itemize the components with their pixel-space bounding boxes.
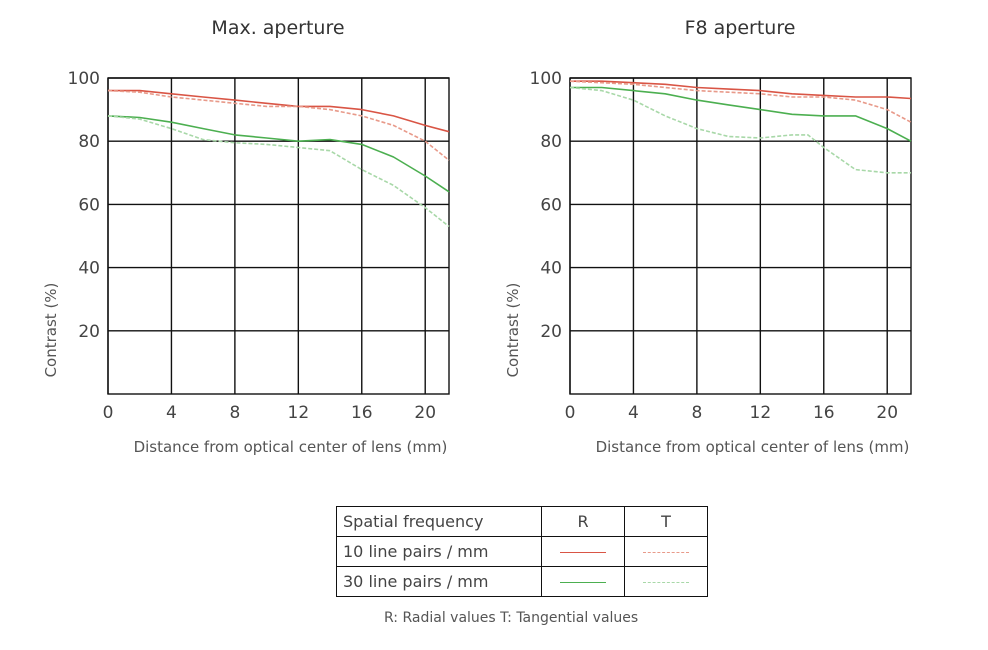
x-tick-label: 12 (288, 403, 310, 423)
series-line-radial-10 (108, 89, 450, 133)
x-axis-label: Distance from optical center of lens (mm… (134, 438, 448, 456)
series-line-tangential-30 (569, 86, 911, 174)
legend-header: Spatial frequency (336, 506, 542, 537)
y-axis-label: Contrast (%) (504, 283, 522, 378)
chart-panel-1: Max. aperture 20 40 60 80 100 0 4 8 12 16 20 Distanc… (42, 17, 450, 456)
y-tick-label: 20 (540, 322, 562, 342)
y-axis-label: Contrast (%) (42, 283, 60, 378)
legend-row-30: 30 line pairs / mm (336, 566, 542, 597)
chart-panel-2: F8 aperture 20 40 60 80 100 0 4 8 12 16 20 Distance … (504, 17, 912, 456)
y-tick-label: 80 (78, 132, 100, 152)
y-tick-label: 100 (68, 69, 100, 89)
legend-col-t: T (624, 506, 708, 537)
x-tick-label: 12 (750, 403, 772, 423)
legend-table: Spatial frequency R T 10 line pairs / mm… (336, 506, 708, 597)
series-line-radial-10 (570, 80, 912, 100)
x-tick-label: 8 (229, 403, 240, 423)
chart-title: F8 aperture (685, 17, 796, 39)
y-tick-label: 20 (78, 322, 100, 342)
series-line-radial-30 (107, 115, 450, 193)
x-tick-label: 0 (565, 403, 576, 423)
x-tick-label: 20 (876, 403, 898, 423)
legend-note: R: Radial values T: Tangential values (384, 610, 639, 626)
y-tick-label: 40 (78, 259, 100, 279)
legend-row-10: 10 line pairs / mm (336, 536, 542, 567)
legend-col-r: R (541, 506, 625, 537)
y-tick-label: 60 (540, 195, 562, 215)
x-tick-label: 20 (414, 403, 436, 423)
legend-swatch-radial-30 (560, 582, 606, 583)
plot-frame (107, 77, 450, 395)
legend-swatch-radial-10 (560, 552, 606, 553)
y-tick-label: 40 (540, 259, 562, 279)
x-axis-label: Distance from optical center of lens (mm… (596, 438, 910, 456)
x-tick-label: 8 (691, 403, 702, 423)
x-tick-label: 16 (351, 403, 373, 423)
x-tick-label: 0 (103, 403, 114, 423)
legend-swatch-tangential-10 (643, 552, 689, 553)
plot-frame (569, 77, 912, 395)
x-tick-label: 16 (813, 403, 835, 423)
chart-title: Max. aperture (211, 17, 344, 39)
series-line-tangential-10 (569, 80, 912, 123)
series-line-tangential-30 (107, 115, 450, 228)
legend-swatch-tangential-30 (643, 582, 689, 583)
y-tick-label: 80 (540, 132, 562, 152)
series-line-radial-30 (570, 86, 912, 142)
series-line-tangential-10 (107, 89, 450, 161)
y-tick-label: 100 (530, 69, 562, 89)
x-tick-label: 4 (628, 403, 639, 423)
x-tick-label: 4 (166, 403, 177, 423)
y-tick-label: 60 (78, 195, 100, 215)
